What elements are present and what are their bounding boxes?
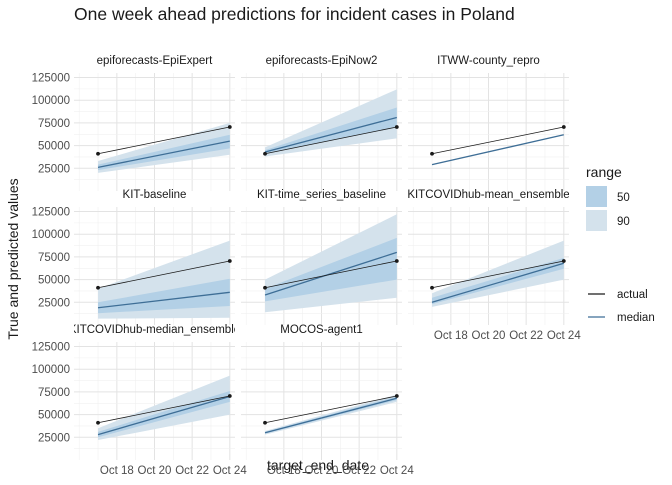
actual-point xyxy=(263,420,267,425)
facet-strip-label: KITCOVIDhub-mean_ensemble xyxy=(407,189,569,201)
facet-strip-label: epiforecasts-EpiExpert xyxy=(97,55,213,67)
legend-range-title: range xyxy=(586,164,622,180)
median-line xyxy=(264,251,398,296)
grid-lines xyxy=(241,342,402,460)
legend: range 50 90 actual median xyxy=(586,164,655,324)
y-tick-label: 125000 xyxy=(32,73,70,85)
legend-swatch-90 xyxy=(586,210,607,231)
actual-point xyxy=(96,420,100,425)
legend-label: median xyxy=(617,312,655,324)
x-tick-label: Oct 18 xyxy=(434,330,468,342)
grid-lines xyxy=(408,73,569,191)
actual-line xyxy=(264,260,397,289)
median-line xyxy=(264,397,397,434)
median-line xyxy=(97,140,230,169)
y-tick-label: 75000 xyxy=(38,118,70,130)
median-line xyxy=(431,134,564,166)
facet-panel: ITWW-county_repro xyxy=(408,55,569,191)
x-tick-label: Oct 24 xyxy=(380,465,414,477)
actual-point xyxy=(561,125,566,129)
actual-point xyxy=(561,259,566,263)
actual-point xyxy=(96,285,100,290)
median-line xyxy=(264,116,397,153)
y-tick-label: 125000 xyxy=(32,342,70,354)
facet-strip-label: MOCOS-agent1 xyxy=(280,324,362,336)
actual-line xyxy=(431,260,564,289)
band-50 xyxy=(265,107,397,154)
x-tick-label: Oct 22 xyxy=(509,330,543,342)
facet-panel: KIT-baseline 25000 50000 75000 100000 125000 xyxy=(32,189,235,325)
facet-panel: epiforecasts-EpiNow2 xyxy=(241,55,402,191)
facet-panel: KITCOVIDhub-median_ensemble 25000 50000 750… xyxy=(32,324,248,477)
actual-point xyxy=(430,151,434,156)
actual-line xyxy=(97,395,230,424)
x-tick-label: Oct 18 xyxy=(267,465,301,477)
y-axis-label: True and predicted values xyxy=(5,178,21,339)
actual-point xyxy=(394,394,399,398)
y-tick-label: 100000 xyxy=(32,364,70,376)
median-line xyxy=(431,262,564,303)
facet-panel: MOCOS-agent1 Oct 18 Oct 20 Oct 22 Oct 24 xyxy=(241,324,414,477)
facet-strip-label: epiforecasts-EpiNow2 xyxy=(266,55,378,67)
y-tick-label: 100000 xyxy=(32,229,70,241)
facet-strip-label: KIT-baseline xyxy=(123,189,187,201)
actual-line xyxy=(97,260,230,289)
x-tick-label: Oct 20 xyxy=(305,465,339,477)
y-tick-label: 50000 xyxy=(38,275,70,287)
facet-strip-label: ITWW-county_repro xyxy=(437,55,540,67)
actual-point xyxy=(227,394,232,398)
y-tick-label: 25000 xyxy=(38,297,70,309)
y-tick-label: 75000 xyxy=(38,252,70,264)
y-tick-label: 75000 xyxy=(38,387,70,399)
x-tick-label: Oct 20 xyxy=(472,330,506,342)
median-line xyxy=(97,395,230,436)
actual-line xyxy=(97,126,230,155)
y-tick-label: 50000 xyxy=(38,141,70,153)
y-tick-label: 25000 xyxy=(38,163,70,175)
actual-line xyxy=(264,395,397,424)
facet-strip-label: KIT-time_series_baseline xyxy=(257,189,386,201)
grid-lines xyxy=(74,342,235,460)
x-tick-label: Oct 20 xyxy=(138,465,172,477)
x-tick-label: Oct 18 xyxy=(100,465,134,477)
chart-title: One week ahead predictions for incident … xyxy=(74,4,515,24)
x-tick-label: Oct 22 xyxy=(175,465,209,477)
actual-point xyxy=(263,285,267,290)
x-tick-label: Oct 24 xyxy=(547,330,581,342)
y-tick-label: 25000 xyxy=(38,432,70,444)
legend-swatch-50 xyxy=(586,186,607,207)
y-tick-label: 100000 xyxy=(32,95,70,107)
y-tick-label: 50000 xyxy=(38,410,70,422)
legend-label: 50 xyxy=(617,192,630,204)
x-axis-label: target_end_date xyxy=(267,457,369,473)
actual-point xyxy=(394,259,399,263)
actual-point xyxy=(227,259,232,263)
legend-label: 90 xyxy=(617,216,630,228)
actual-line xyxy=(431,126,564,155)
legend-label: actual xyxy=(617,289,648,301)
facet-panel: epiforecasts-EpiExpert 25000 50000 75000 100… xyxy=(32,55,235,191)
y-tick-label: 125000 xyxy=(32,207,70,219)
median-line xyxy=(97,291,230,309)
facet-panel: KIT-time_series_baseline xyxy=(241,189,402,325)
actual-point xyxy=(430,285,434,290)
actual-point xyxy=(263,151,267,156)
actual-point xyxy=(227,125,232,129)
band-50 xyxy=(265,237,397,302)
actual-point xyxy=(394,125,399,129)
facet-strip-label: KITCOVIDhub-median_ensemble xyxy=(69,324,240,336)
x-tick-label: Oct 22 xyxy=(342,465,376,477)
x-tick-label: Oct 24 xyxy=(213,465,247,477)
actual-line xyxy=(264,126,397,155)
band-50 xyxy=(98,278,230,314)
facet-panels: epiforecasts-EpiExpert 25000 50000 75000 100… xyxy=(32,55,582,477)
actual-point xyxy=(96,151,100,156)
